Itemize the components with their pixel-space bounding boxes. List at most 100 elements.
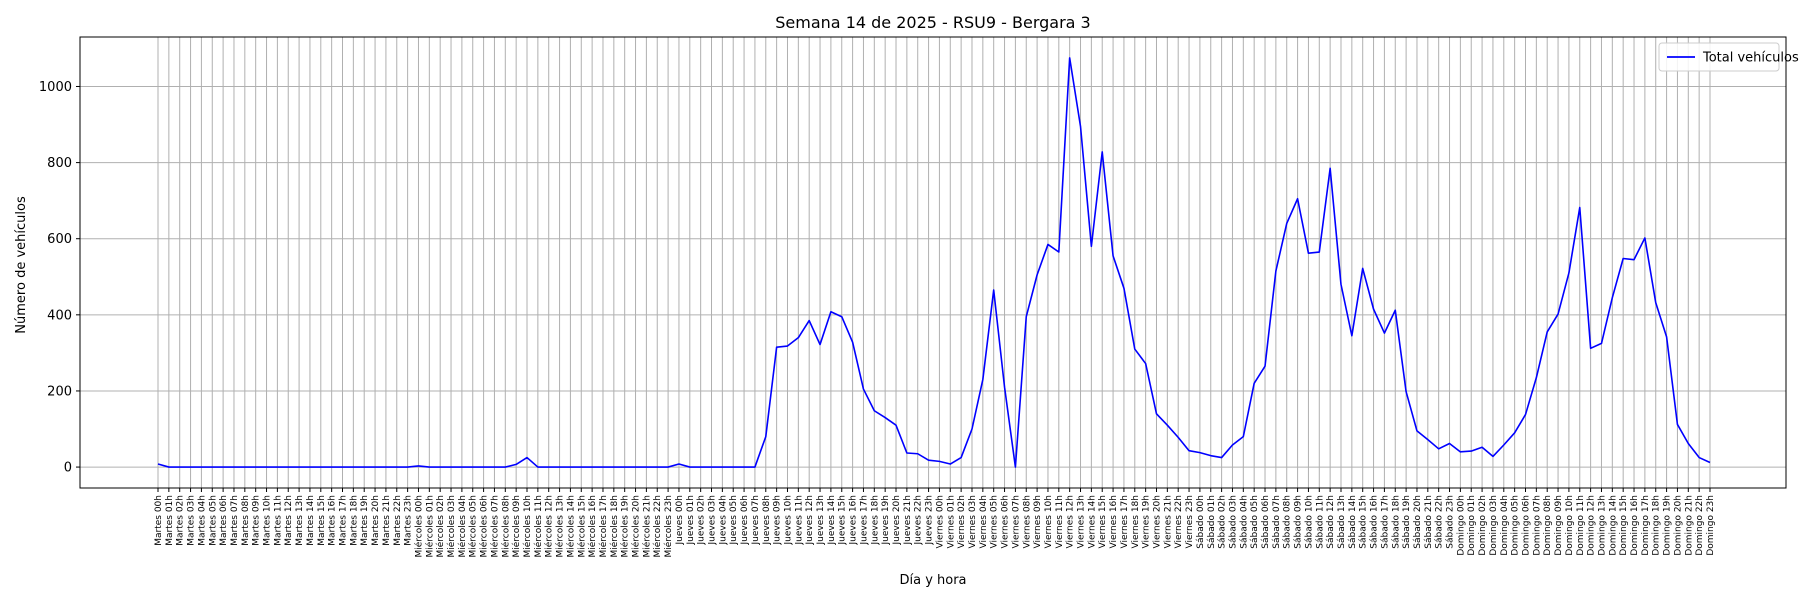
x-tick-label: Viernes 03h	[968, 495, 978, 549]
x-tick-label: Jueves 21h	[903, 495, 913, 545]
x-tick-label: Miércoles 04h	[457, 495, 468, 558]
x-tick-label: Miércoles 08h	[500, 495, 511, 558]
y-ticks: 0 200 400 600 800 1000	[39, 80, 80, 476]
y-tick-label: 0	[64, 461, 72, 476]
x-tick-label: Viernes 14h	[1087, 495, 1097, 549]
x-tick-label: Sábado 18h	[1391, 495, 1401, 549]
x-tick-label: Viernes 13h	[1077, 495, 1087, 549]
x-tick-label: Sábado 15h	[1359, 495, 1369, 549]
x-tick-label: Viernes 19h	[1142, 495, 1152, 549]
x-tick-label: Domingo 14h	[1608, 495, 1618, 556]
x-tick-label: Viernes 00h	[935, 495, 945, 549]
x-tick-label: Martes 19h	[360, 495, 370, 546]
x-tick-label: Domingo 09h	[1554, 495, 1564, 556]
x-tick-label: Sábado 04h	[1239, 495, 1249, 549]
x-tick-label: Martes 20h	[371, 495, 381, 546]
x-tick-label: Domingo 22h	[1695, 495, 1705, 556]
x-tick-label: Miércoles 06h	[479, 495, 490, 558]
x-tick-label: Sábado 03h	[1228, 495, 1238, 549]
x-tick-label: Miércoles 02h	[435, 495, 446, 558]
plot-frame	[79, 36, 1787, 489]
x-tick-label: Sábado 17h	[1380, 495, 1390, 549]
x-tick-label: Sábado 23h	[1446, 495, 1456, 549]
x-tick-label: Miércoles 14h	[565, 495, 576, 558]
x-tick-label: Jueves 07h	[751, 495, 761, 545]
x-tick-label: Martes 06h	[219, 495, 229, 546]
x-tick-label: Sábado 21h	[1424, 495, 1434, 549]
x-tick-label: Jueves 10h	[783, 495, 793, 545]
x-tick-label: Jueves 12h	[805, 495, 815, 545]
x-tick-label: Jueves 16h	[849, 495, 859, 545]
y-tick-label: 200	[47, 384, 72, 399]
x-tick-label: Domingo 15h	[1619, 495, 1629, 556]
x-tick-label: Domingo 00h	[1456, 495, 1466, 556]
x-tick-label: Domingo 19h	[1663, 495, 1673, 556]
x-tick-label: Domingo 05h	[1511, 495, 1521, 556]
x-tick-label: Miércoles 05h	[468, 495, 479, 558]
legend: Total vehículos	[1658, 42, 1799, 72]
x-tick-label: Viernes 23h	[1185, 495, 1195, 549]
x-tick-label: Martes 05h	[208, 495, 218, 546]
x-tick-label: Domingo 06h	[1521, 495, 1531, 556]
x-tick-label: Domingo 04h	[1500, 495, 1510, 556]
x-tick-label: Martes 00h	[154, 495, 164, 546]
y-tick-label: 600	[47, 232, 72, 247]
x-tick-label: Domingo 20h	[1673, 495, 1683, 556]
x-tick-label: Domingo 12h	[1587, 495, 1597, 556]
x-tick-label: Viernes 01h	[946, 495, 956, 549]
x-tick-label: Viernes 17h	[1120, 495, 1130, 549]
x-tick-label: Domingo 18h	[1652, 495, 1662, 556]
x-tick-label: Miércoles 12h	[544, 495, 555, 558]
x-tick-label: Miércoles 23h	[663, 495, 674, 558]
legend-label: Total vehículos	[1702, 51, 1799, 66]
x-tick-label: Viernes 21h	[1163, 495, 1173, 549]
x-tick-label: Sábado 07h	[1272, 495, 1282, 549]
x-tick-label: Domingo 23h	[1706, 495, 1716, 556]
x-tick-label: Miércoles 13h	[555, 495, 566, 558]
x-tick-label: Martes 13h	[295, 495, 305, 546]
x-tick-label: Jueves 14h	[827, 495, 837, 545]
x-tick-label: Miércoles 00h	[413, 495, 424, 558]
x-axis-label: Día y hora	[899, 573, 966, 588]
x-tick-label: Jueves 17h	[859, 495, 869, 545]
x-tick-label: Jueves 19h	[881, 495, 891, 545]
x-tick-label: Sábado 20h	[1413, 495, 1423, 549]
x-tick-label: Viernes 05h	[990, 495, 1000, 549]
x-ticks: Martes 00h Martes 01h Martes 02h Martes 03h…	[154, 488, 1716, 558]
x-tick-label: Domingo 13h	[1597, 495, 1607, 556]
x-tick-label: Domingo 16h	[1630, 495, 1640, 556]
x-tick-label: Miércoles 20h	[631, 495, 642, 558]
x-tick-label: Martes 08h	[241, 495, 251, 546]
x-tick-label: Viernes 16h	[1109, 495, 1119, 549]
x-tick-label: Miércoles 07h	[489, 495, 500, 558]
x-tick-label: Miércoles 15h	[576, 495, 587, 558]
x-tick-label: Viernes 02h	[957, 495, 967, 549]
x-tick-label: Viernes 20h	[1152, 495, 1162, 549]
x-tick-label: Miércoles 10h	[522, 495, 533, 558]
x-tick-label: Sábado 16h	[1370, 495, 1380, 549]
x-tick-label: Miércoles 03h	[446, 495, 457, 558]
x-tick-label: Jueves 02h	[697, 495, 707, 545]
y-tick-label: 1000	[39, 80, 72, 95]
x-tick-label: Viernes 15h	[1098, 495, 1108, 549]
x-tick-label: Domingo 10h	[1565, 495, 1575, 556]
x-tick-label: Sábado 08h	[1283, 495, 1293, 549]
x-tick-label: Jueves 05h	[729, 495, 739, 545]
x-tick-label: Sábado 14h	[1348, 495, 1358, 549]
x-tick-label: Martes 10h	[263, 495, 273, 546]
series-line	[157, 57, 1711, 468]
grid	[80, 37, 1786, 488]
x-tick-label: Jueves 09h	[773, 495, 783, 545]
x-tick-label: Miércoles 01h	[424, 495, 435, 558]
x-tick-label: Domingo 21h	[1684, 495, 1694, 556]
x-tick-label: Martes 12h	[284, 495, 294, 546]
x-tick-label: Martes 04h	[197, 495, 207, 546]
x-tick-label: Martes 21h	[382, 495, 392, 546]
x-tick-label: Martes 09h	[252, 495, 262, 546]
x-tick-label: Domingo 03h	[1489, 495, 1499, 556]
x-tick-label: Domingo 08h	[1543, 495, 1553, 556]
chart-title: Semana 14 de 2025 - RSU9 - Bergara 3	[775, 13, 1090, 32]
x-tick-label: Sábado 10h	[1304, 495, 1314, 549]
x-tick-label: Sábado 22h	[1435, 495, 1445, 549]
x-tick-label: Martes 14h	[306, 495, 316, 546]
